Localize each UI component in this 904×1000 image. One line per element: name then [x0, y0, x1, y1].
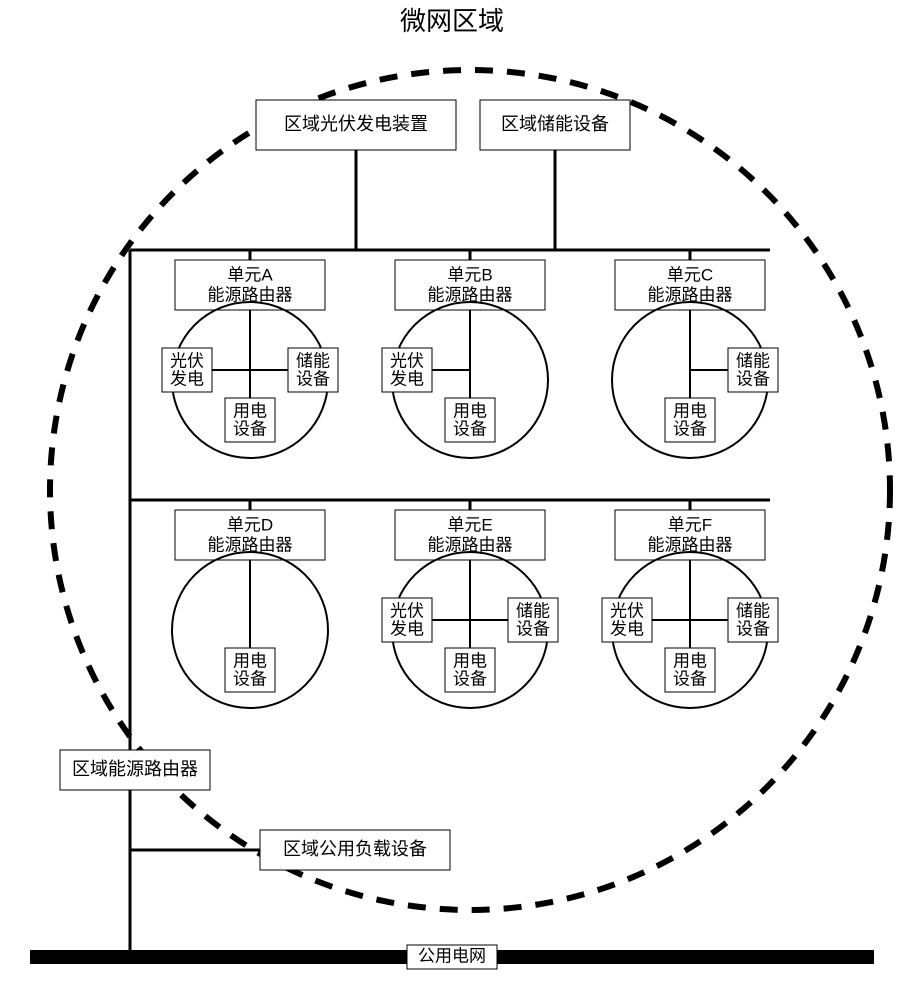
- public-load-label: 区域公用负载设备: [283, 839, 427, 859]
- label: 设备: [673, 669, 707, 688]
- label: 发电: [390, 619, 424, 638]
- label: 用电: [673, 651, 707, 670]
- label: 储能: [296, 351, 330, 370]
- label: 发电: [170, 369, 204, 388]
- label: 设备: [296, 369, 330, 388]
- label: 光伏: [390, 351, 424, 370]
- label: 用电: [453, 651, 487, 670]
- unit-C-label1: 单元C: [667, 265, 713, 284]
- label: 光伏: [390, 601, 424, 620]
- label: 用电: [233, 401, 267, 420]
- label: 设备: [453, 669, 487, 688]
- unit-B-label1: 单元B: [447, 265, 492, 284]
- region-pv-label: 区域光伏发电装置: [284, 114, 428, 134]
- label: 设备: [453, 419, 487, 438]
- label: 发电: [610, 619, 644, 638]
- unit-F-label1: 单元F: [668, 515, 712, 534]
- unit-A-label1: 单元A: [227, 265, 273, 284]
- label: 储能: [516, 601, 550, 620]
- label: 光伏: [610, 601, 644, 620]
- label: 用电: [673, 401, 707, 420]
- label: 储能: [736, 601, 770, 620]
- label: 光伏: [170, 351, 204, 370]
- label: 储能: [736, 351, 770, 370]
- label: 发电: [390, 369, 424, 388]
- unit-E-label1: 单元E: [447, 515, 492, 534]
- label: 用电: [233, 651, 267, 670]
- diagram-title: 微网区域: [400, 6, 504, 36]
- microgrid-diagram: 微网区域区域光伏发电装置区域储能设备单元A能源路由器光伏发电储能设备用电设备单元…: [0, 0, 904, 1000]
- unit-D-label1: 单元D: [227, 515, 273, 534]
- label: 设备: [673, 419, 707, 438]
- label: 设备: [516, 619, 550, 638]
- label: 设备: [233, 419, 267, 438]
- label: 设备: [736, 619, 770, 638]
- label: 设备: [233, 669, 267, 688]
- public-grid-label: 公用电网: [418, 946, 486, 965]
- label: 用电: [453, 401, 487, 420]
- label: 设备: [736, 369, 770, 388]
- region-router-label: 区域能源路由器: [72, 759, 198, 779]
- region-storage-label: 区域储能设备: [501, 114, 609, 134]
